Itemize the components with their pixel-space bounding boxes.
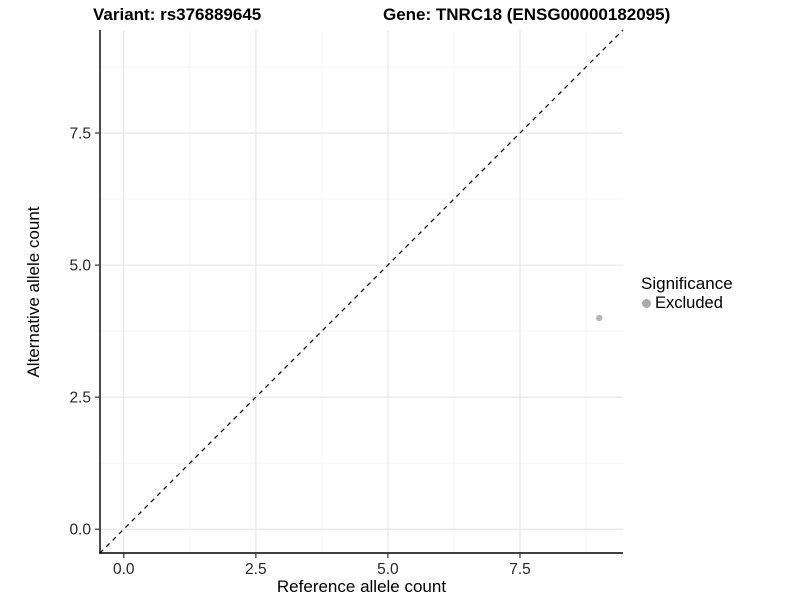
data-point (596, 314, 603, 322)
y-axis-title: Alternative allele count (24, 206, 43, 378)
title-variant: Variant: rs376889645 (93, 5, 262, 24)
title-gene: Gene: TNRC18 (ENSG00000182095) (383, 5, 671, 24)
legend-title: Significance (641, 274, 733, 293)
x-tick-label: 7.5 (509, 561, 531, 578)
identity-dashed-line (99, 29, 624, 554)
y-tick-label: 7.5 (69, 126, 91, 143)
legend-entry-excluded: Excluded (641, 294, 733, 313)
legend-point-icon (642, 299, 651, 308)
legend: Significance Excluded (641, 274, 733, 313)
x-tick-label: 2.5 (245, 561, 267, 578)
y-tick-label: 2.5 (69, 390, 91, 407)
x-tick-label: 5.0 (377, 561, 399, 578)
y-tick-label: 5.0 (69, 258, 91, 275)
y-tick-label: 0.0 (69, 522, 91, 539)
legend-entry-label: Excluded (655, 294, 723, 312)
x-axis-title: Reference allele count (276, 577, 447, 596)
x-tick-label: 0.0 (113, 561, 135, 578)
